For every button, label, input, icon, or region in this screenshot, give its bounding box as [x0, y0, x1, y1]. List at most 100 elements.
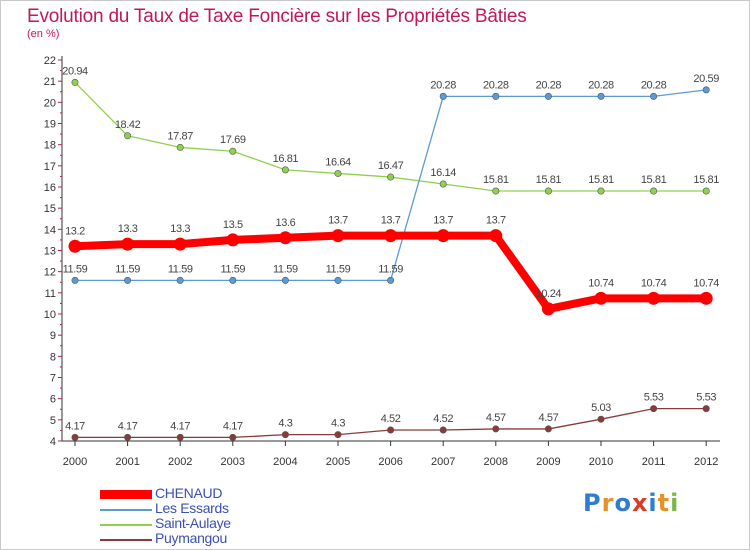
data-point: [281, 166, 289, 174]
data-point: [492, 187, 500, 195]
data-point: [331, 229, 345, 243]
data-label: 11.59: [63, 263, 88, 275]
y-axis-unit-label: (en %): [27, 28, 60, 40]
data-label: 16.14: [430, 167, 456, 179]
legend-label: Puymangou: [155, 530, 228, 546]
data-label: 4.17: [65, 420, 85, 432]
data-point: [387, 426, 395, 434]
y-tick-label: 4: [50, 436, 56, 448]
legend-swatch: [100, 539, 152, 541]
data-point: [229, 276, 237, 284]
data-point: [71, 276, 79, 284]
chart-series: [68, 78, 713, 441]
logo-letter: r: [601, 489, 615, 517]
data-point: [544, 425, 552, 433]
x-tick-label: 2000: [63, 456, 87, 468]
y-tick-label: 7: [50, 373, 56, 385]
data-label: 13.7: [381, 215, 401, 227]
series-chenaud: [68, 229, 713, 316]
data-label: 13.3: [118, 223, 138, 235]
data-label: 20.28: [430, 79, 456, 91]
data-label: 5.03: [591, 402, 611, 414]
x-tick-label: 2006: [378, 456, 402, 468]
y-tick-label: 21: [44, 76, 56, 88]
data-label: 4.57: [486, 412, 506, 424]
data-label: 10.74: [588, 277, 614, 289]
data-label: 15.81: [693, 174, 719, 186]
data-point: [173, 237, 187, 251]
x-tick-label: 2008: [484, 456, 508, 468]
data-point: [281, 431, 289, 439]
y-tick-label: 18: [44, 140, 56, 152]
data-point: [436, 229, 450, 243]
data-point: [544, 187, 552, 195]
y-tick-label: 14: [44, 224, 56, 236]
y-tick-label: 10: [44, 309, 56, 321]
data-label: 13.7: [486, 215, 506, 227]
data-label: 13.2: [65, 225, 85, 237]
data-point: [489, 229, 503, 243]
y-tick-label: 17: [44, 161, 56, 173]
data-label: 4.17: [118, 420, 138, 432]
data-point: [124, 433, 132, 441]
x-tick-label: 2007: [431, 456, 455, 468]
y-tick-label: 20: [44, 97, 56, 109]
legend-label: Les Essards: [155, 500, 229, 516]
data-label: 15.81: [483, 174, 509, 186]
y-tick-label: 8: [50, 351, 56, 363]
y-tick-label: 13: [44, 246, 56, 258]
data-point: [492, 92, 500, 100]
y-tick-label: 22: [44, 55, 56, 67]
logo-letter: x: [631, 489, 649, 517]
proxiti-logo: Proxiti: [583, 489, 679, 517]
data-point: [334, 169, 342, 177]
series-puymangou: [71, 405, 710, 441]
x-tick-label: 2009: [536, 456, 560, 468]
data-point: [597, 92, 605, 100]
data-point: [541, 302, 555, 316]
y-tick-label: 6: [50, 394, 56, 406]
data-point: [226, 233, 240, 247]
y-tick-label: 5: [50, 415, 56, 427]
data-label: 13.7: [328, 215, 348, 227]
chart-axes: 4 5 6 7 8 9 10 11 12 13 14 15 16 17 18 19 20 21 22 2000 2001…: [44, 55, 720, 468]
data-label: 17.69: [220, 134, 246, 146]
logo-letter: i: [670, 489, 680, 517]
data-point: [492, 425, 500, 433]
data-point: [699, 291, 713, 305]
data-point: [594, 291, 608, 305]
data-label: 16.64: [325, 156, 351, 168]
x-tick-label: 2011: [642, 456, 666, 468]
data-point: [124, 276, 132, 284]
y-tick-label: 19: [44, 119, 56, 131]
data-label: 20.28: [536, 79, 562, 91]
data-point: [176, 276, 184, 284]
data-label: 10.74: [641, 277, 667, 289]
data-label: 11.59: [220, 263, 245, 275]
data-label: 5.53: [644, 392, 664, 404]
data-point: [439, 426, 447, 434]
data-label: 4.3: [278, 418, 292, 430]
data-point: [650, 187, 658, 195]
data-label: 15.81: [588, 174, 614, 186]
data-point: [176, 433, 184, 441]
data-label: 13.6: [275, 217, 295, 229]
legend-label: CHENAUD: [155, 485, 223, 501]
data-point: [121, 237, 135, 251]
series-saint-aulaye: [71, 78, 710, 195]
data-label: 11.59: [378, 263, 403, 275]
y-tick-label: 11: [45, 288, 56, 300]
data-point: [229, 433, 237, 441]
data-label: 4.57: [538, 412, 558, 424]
data-point: [650, 92, 658, 100]
chart-title: Evolution du Taux de Taxe Foncière sur l…: [27, 6, 527, 27]
logo-letter: P: [583, 489, 602, 517]
data-label: 5.53: [696, 392, 716, 404]
x-tick-label: 2003: [221, 456, 245, 468]
data-point: [650, 405, 658, 413]
data-point: [71, 78, 79, 86]
data-label: 11.59: [326, 263, 351, 275]
data-label: 13.5: [223, 219, 243, 231]
data-point: [387, 173, 395, 181]
